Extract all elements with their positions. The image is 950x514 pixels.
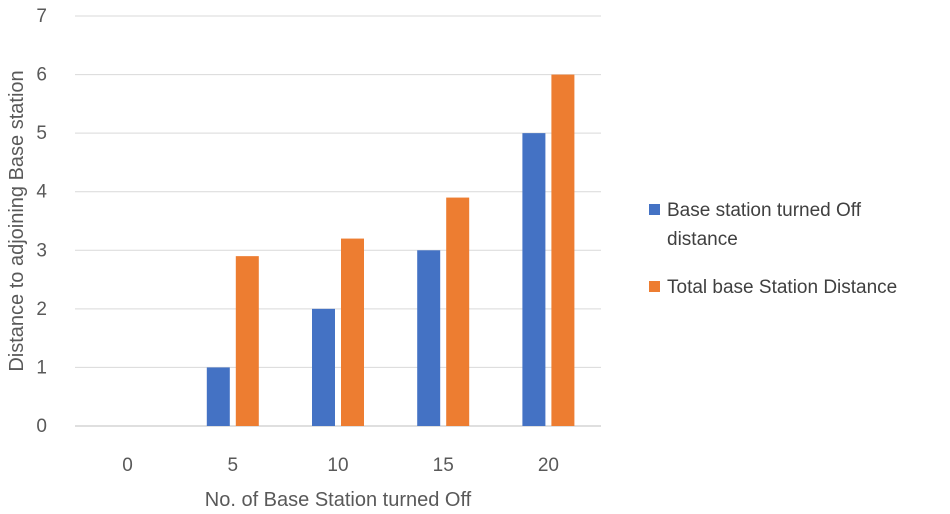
y-tick-label: 3 [36, 240, 47, 261]
bar-total-distance-5 [235, 256, 259, 426]
y-tick-label: 1 [36, 357, 47, 378]
bars [206, 74, 575, 427]
x-axis-tick-labels: 0 5 10 15 20 [122, 455, 559, 476]
bar-total-distance-15 [446, 197, 470, 426]
y-tick-label: 5 [36, 123, 47, 144]
bar-turned-off-distance-10 [312, 308, 335, 426]
bar-turned-off-distance-20 [522, 133, 546, 426]
legend: Base station turned Off distance Total bas… [649, 200, 897, 298]
y-tick-label: 4 [36, 182, 47, 203]
x-tick-label: 10 [327, 455, 348, 476]
bar-turned-off-distance-15 [417, 250, 441, 426]
x-tick-label: 0 [122, 455, 133, 476]
y-tick-label: 0 [36, 416, 47, 437]
x-tick-label: 5 [228, 455, 239, 476]
legend-label: distance [667, 229, 738, 250]
y-axis-tick-labels: 0 1 2 3 4 5 6 7 [36, 6, 47, 437]
y-tick-label: 6 [36, 65, 47, 86]
bar-total-distance-20 [551, 74, 575, 427]
x-tick-label: 15 [433, 455, 454, 476]
x-tick-label: 20 [538, 455, 559, 476]
y-tick-label: 7 [36, 6, 47, 27]
gridlines [75, 15, 601, 427]
bar-turned-off-distance-5 [206, 367, 230, 426]
legend-label: Base station turned Off [667, 200, 862, 221]
y-tick-label: 2 [36, 299, 47, 320]
y-axis-title: Distance to adjoining Base station [6, 70, 28, 371]
legend-swatch [649, 281, 660, 292]
x-axis-title: No. of Base Station turned Off [205, 489, 472, 511]
legend-label: Total base Station Distance [667, 277, 897, 298]
bar-total-distance-10 [341, 238, 364, 426]
legend-swatch [649, 204, 660, 215]
